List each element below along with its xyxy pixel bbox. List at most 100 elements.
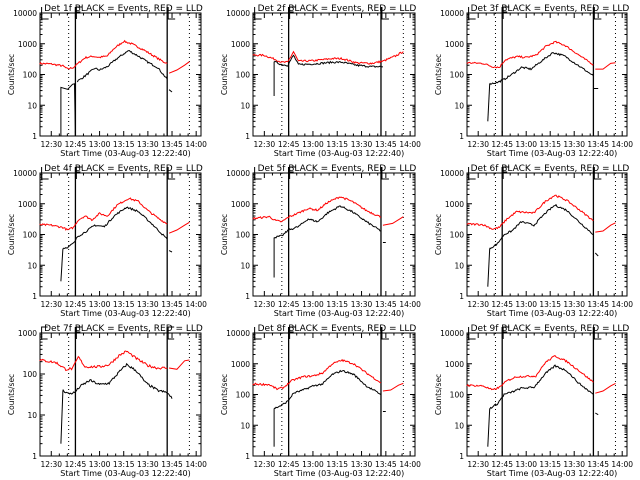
plot-frame [252, 332, 416, 457]
x-tick-label: 12:30 [467, 460, 489, 469]
lld-series-segment [382, 382, 404, 392]
lld-series-line [466, 194, 594, 230]
x-axis-label: Start Time (03-Aug-03 12:22:40) [274, 309, 405, 318]
lld-series-line [39, 197, 168, 231]
y-tick-label: 1 [32, 452, 37, 461]
y-tick-label: 100 [23, 370, 38, 379]
x-tick-label: 14:00 [399, 300, 421, 309]
y-tick-label: 1000 [18, 200, 37, 209]
interval-marker-e [167, 326, 175, 340]
y-tick-label: 100 [236, 71, 251, 80]
panel-det-2: Det 2f BLACK = Events, RED = LLD 1 10 100 10… [220, 4, 421, 158]
events-series-line [489, 203, 594, 250]
x-tick-label: 13:45 [587, 460, 609, 469]
x-tick-label: 13:00 [302, 140, 324, 149]
panel-det-6: Det 6f BLACK = Events, RED = LLD 1 10 100 10… [434, 164, 633, 318]
y-axis-label: Counts/sec [434, 374, 443, 415]
x-tick-label: 13:15 [326, 300, 348, 309]
y-axis-label: Counts/sec [434, 214, 443, 255]
x-tick-label: 14:00 [185, 140, 207, 149]
lld-series-line [252, 196, 382, 223]
interval-marker-l [41, 7, 49, 20]
x-axis-label: Start Time (03-Aug-03 12:22:40) [487, 469, 618, 478]
x-tick-label: 13:15 [113, 300, 135, 309]
y-tick-label: 10000 [226, 169, 250, 178]
lld-series-line [466, 40, 594, 69]
interval-marker-e [41, 326, 48, 340]
x-tick-label: 13:30 [137, 140, 159, 149]
y-tick-label: 1 [245, 292, 250, 301]
x-tick-label: 12:45 [491, 140, 513, 149]
y-tick-label: 1000 [445, 40, 464, 49]
events-series-segment [168, 89, 173, 93]
x-tick-label: 13:00 [302, 300, 324, 309]
x-tick-label: 14:00 [185, 460, 207, 469]
x-tick-label: 13:15 [539, 300, 561, 309]
events-series-line [273, 369, 382, 410]
y-tick-label: 10000 [226, 329, 250, 338]
lld-series-line [252, 50, 404, 65]
y-tick-label: 1 [245, 132, 250, 141]
interval-marker-l [468, 327, 476, 340]
x-tick-label: 14:00 [399, 140, 421, 149]
plot-frame [252, 12, 416, 137]
y-axis-label: Counts/sec [220, 54, 229, 95]
x-tick-label: 13:45 [375, 300, 397, 309]
interval-marker-f [502, 166, 510, 179]
x-tick-label: 13:15 [539, 460, 561, 469]
x-tick-label: 12:45 [65, 460, 87, 469]
y-tick-label: 1 [459, 452, 464, 461]
x-tick-label: 12:45 [491, 460, 513, 469]
x-tick-label: 14:00 [399, 460, 421, 469]
lld-series-line [39, 39, 168, 70]
x-tick-label: 13:30 [563, 460, 585, 469]
x-tick-label: 14:00 [611, 140, 633, 149]
x-tick-label: 12:45 [65, 140, 87, 149]
x-tick-label: 13:45 [161, 460, 183, 469]
x-tick-label: 14:00 [185, 300, 207, 309]
x-tick-label: 14:00 [611, 300, 633, 309]
events-series-segment [595, 412, 599, 416]
y-tick-label: 10 [454, 101, 464, 110]
events-series-segment [60, 390, 64, 444]
x-tick-label: 12:30 [40, 300, 62, 309]
events-series-segment [487, 408, 491, 447]
x-tick-label: 12:45 [65, 300, 87, 309]
events-series-segment [487, 83, 491, 122]
y-tick-label: 10 [27, 101, 37, 110]
x-tick-label: 12:45 [278, 140, 300, 149]
events-series-line [489, 52, 594, 85]
y-tick-label: 10 [240, 101, 250, 110]
plot-frame [466, 172, 628, 297]
panel-det-3: Det 3f BLACK = Events, RED = LLD 1 10 100 10… [434, 4, 633, 158]
interval-marker-f [289, 326, 296, 339]
interval-marker-l [167, 7, 176, 20]
interval-marker-l [381, 167, 389, 180]
events-series-line [489, 364, 594, 410]
y-tick-label: 10000 [440, 169, 464, 178]
x-tick-label: 13:15 [326, 460, 348, 469]
x-tick-label: 13:30 [351, 460, 373, 469]
lld-series-segment [595, 62, 616, 70]
x-tick-label: 13:30 [351, 300, 373, 309]
y-tick-label: 1 [459, 292, 464, 301]
plot-frame [466, 332, 628, 457]
chart-title: Det 4f BLACK = Events, RED = LLD [44, 164, 203, 174]
chart-title: Det 3f BLACK = Events, RED = LLD [471, 4, 630, 14]
interval-marker-f [75, 6, 83, 19]
panel-det-5: Det 5f BLACK = Events, RED = LLD 1 10 100 10… [220, 164, 421, 318]
lld-series-line [466, 354, 594, 391]
y-tick-label: 1 [32, 292, 37, 301]
lld-series-segment [382, 216, 404, 226]
y-tick-label: 1000 [445, 360, 464, 369]
interval-marker-f [75, 326, 83, 339]
x-axis-label: Start Time (03-Aug-03 12:22:40) [60, 469, 191, 478]
lld-series-segment [595, 382, 616, 394]
x-tick-label: 12:30 [40, 140, 62, 149]
x-tick-label: 12:30 [254, 140, 276, 149]
x-axis-label: Start Time (03-Aug-03 12:22:40) [60, 309, 191, 318]
interval-marker-l [41, 167, 49, 180]
x-tick-label: 13:45 [587, 300, 609, 309]
y-tick-label: 10000 [440, 9, 464, 18]
x-tick-label: 12:30 [254, 460, 276, 469]
